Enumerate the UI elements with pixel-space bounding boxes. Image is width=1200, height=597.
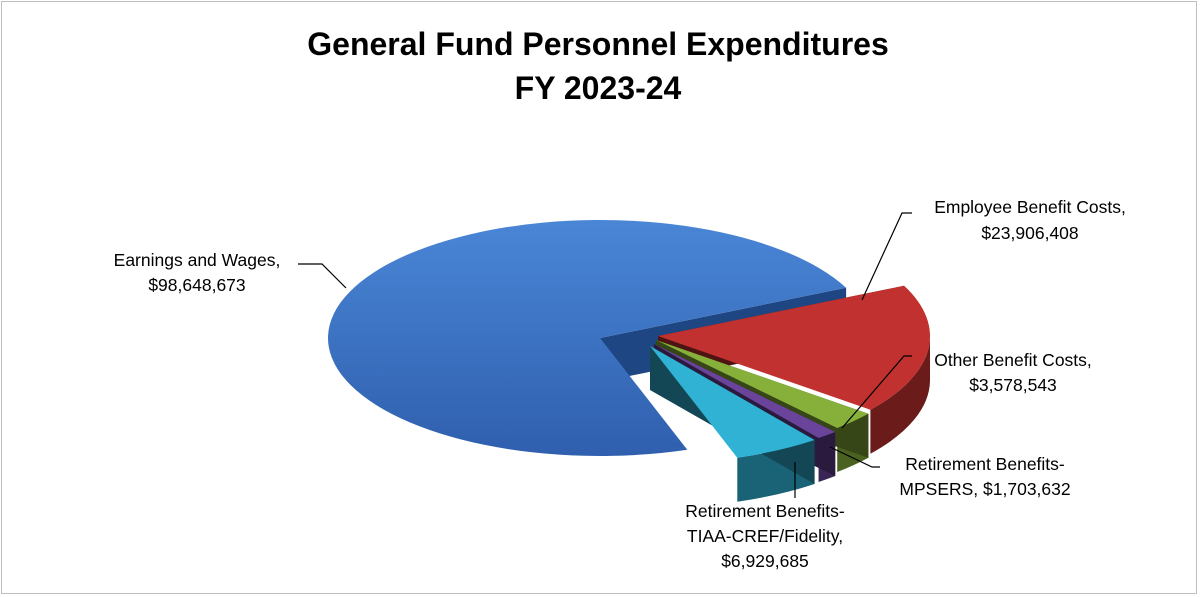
label-tiaa-name: Retirement Benefits- <box>685 501 845 521</box>
pie-slices <box>327 220 931 502</box>
pie-slice-0-top <box>327 220 847 456</box>
label-tiaa-value: $6,929,685 <box>721 551 809 571</box>
label-tiaa-line2: TIAA-CREF/Fidelity, <box>687 526 843 546</box>
label-mpsers-name: Retirement Benefits- <box>905 454 1065 474</box>
pie-slice-4-top <box>650 346 815 458</box>
data-labels: Earnings and Wages, $98,648,673 Employee… <box>114 197 1126 571</box>
chart-title: General Fund Personnel Expenditures FY 2… <box>0 22 1196 110</box>
label-other-value: $3,578,543 <box>969 375 1057 395</box>
label-employee-value: $23,906,408 <box>981 223 1078 243</box>
pie-slice-3-top <box>654 344 836 438</box>
chart-subtitle: FY 2023-24 <box>514 70 682 106</box>
pie-slice-1-top <box>658 285 931 410</box>
leader-line-other <box>841 355 912 429</box>
label-mpsers-value: MPSERS, $1,703,632 <box>899 479 1070 499</box>
pie-slice-1 <box>658 285 931 454</box>
label-earnings-value: $98,648,673 <box>148 275 245 295</box>
pie-slice-2-top <box>656 340 869 428</box>
chart-title-line1: General Fund Personnel Expenditures <box>307 26 889 62</box>
label-other-name: Other Benefit Costs, <box>934 350 1092 370</box>
leader-line-mpsers <box>829 446 880 468</box>
leader-lines <box>298 212 912 498</box>
label-employee-name: Employee Benefit Costs, <box>934 197 1126 217</box>
pie-slice-1-side <box>870 336 930 454</box>
leader-line-employee <box>861 212 912 301</box>
label-earnings-name: Earnings and Wages, <box>114 250 281 270</box>
leader-line-earnings <box>298 263 347 289</box>
